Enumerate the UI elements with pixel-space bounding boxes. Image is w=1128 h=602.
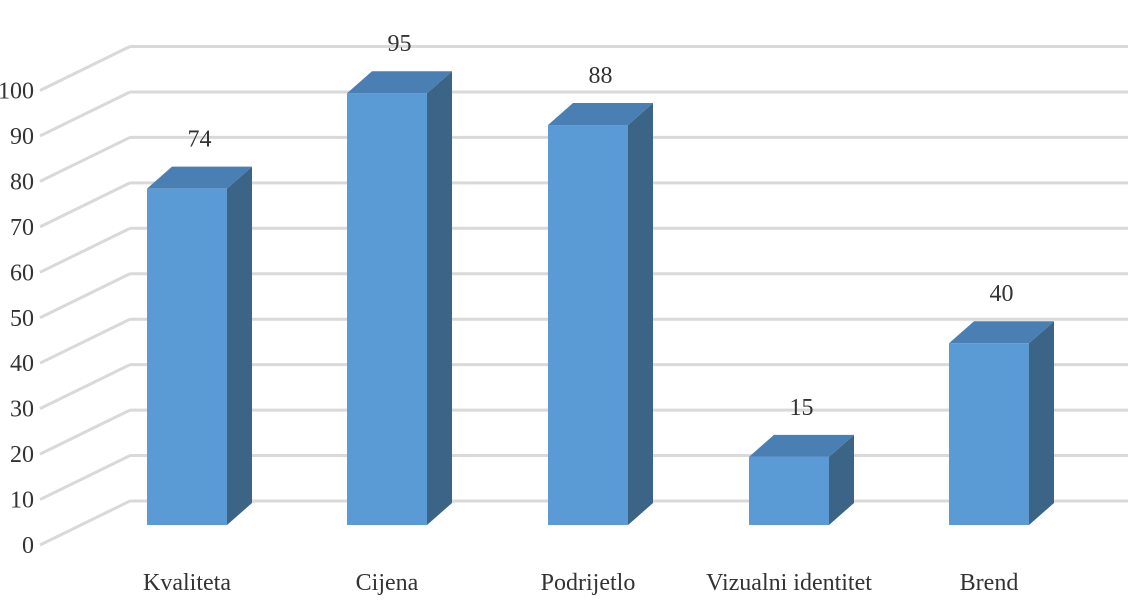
- y-tick-label: 60: [10, 260, 34, 286]
- bar: [347, 71, 452, 525]
- gridline-slant: [39, 226, 131, 274]
- y-tick-label: 30: [10, 397, 34, 423]
- bar-top-face: [749, 434, 854, 457]
- y-tick-label: 0: [22, 533, 34, 559]
- bar-front-face: [147, 188, 227, 526]
- gridline-slant: [39, 90, 131, 138]
- data-label: 74: [188, 127, 212, 153]
- bar-side-face: [628, 103, 653, 525]
- gridline-slant: [39, 499, 131, 547]
- gridline-slant: [39, 181, 131, 229]
- data-labels: 74 95 88 15 40: [188, 31, 1014, 421]
- bar-side-face: [829, 434, 854, 525]
- y-tick-label: 70: [10, 215, 34, 241]
- bar-side-face: [227, 166, 252, 526]
- y-axis-ticks: 0 10 20 30 40 50 60 70 80 90 100: [0, 79, 34, 560]
- data-label: 40: [990, 281, 1014, 307]
- bar-top-face: [147, 166, 252, 189]
- y-tick-label: 50: [10, 306, 34, 332]
- x-tick-label: Podrijetlo: [541, 570, 636, 596]
- gridline-slant: [39, 454, 131, 501]
- x-tick-label: Vizualni identitet: [706, 570, 872, 596]
- data-label: 95: [388, 31, 412, 57]
- y-tick-label: 20: [10, 442, 34, 468]
- bar-front-face: [347, 93, 427, 525]
- y-tick-label: 80: [10, 169, 34, 195]
- bar-top-face: [347, 71, 452, 94]
- gridline-slant: [39, 363, 131, 410]
- data-label: 15: [790, 395, 814, 421]
- bars: [147, 71, 1054, 526]
- y-tick-label: 100: [0, 79, 34, 105]
- gridline-slant: [39, 272, 131, 320]
- y-tick-label: 40: [10, 351, 34, 377]
- x-tick-label: Kvaliteta: [143, 570, 231, 596]
- x-tick-label: Brend: [960, 570, 1019, 596]
- bar-top-face: [548, 103, 653, 126]
- y-tick-label: 90: [10, 124, 34, 150]
- bar: [147, 166, 252, 526]
- bar: [949, 321, 1054, 525]
- gridline-slant: [39, 317, 131, 365]
- bar-front-face: [548, 125, 628, 525]
- x-tick-label: Cijena: [356, 570, 419, 596]
- bar-front-face: [749, 456, 829, 525]
- gridline-slant: [39, 136, 131, 183]
- gridline-slant: [39, 45, 131, 92]
- bar-front-face: [949, 343, 1029, 525]
- bar: [548, 103, 653, 525]
- data-label: 88: [589, 63, 613, 89]
- x-axis-labels: Kvaliteta Cijena Podrijetlo Vizualni identi…: [143, 570, 1018, 596]
- bar-side-face: [1029, 321, 1054, 525]
- y-tick-label: 10: [10, 488, 34, 514]
- gridline-slant: [39, 408, 131, 456]
- bar-top-face: [949, 321, 1054, 344]
- bar-side-face: [427, 71, 452, 525]
- bar: [749, 434, 854, 525]
